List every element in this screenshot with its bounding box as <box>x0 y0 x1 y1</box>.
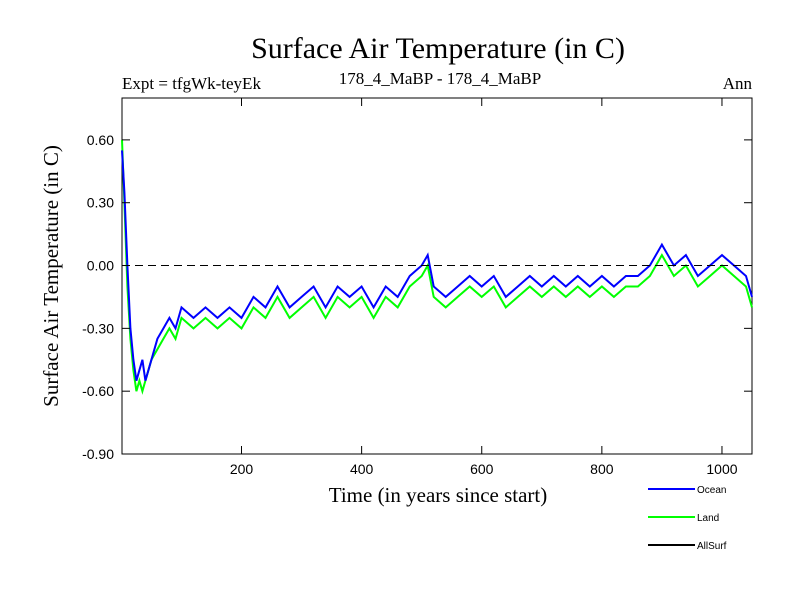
legend-label-allsurf: AllSurf <box>697 541 727 552</box>
y-tick-label: 0.30 <box>87 195 114 211</box>
x-axis-label: Time (in years since start) <box>329 483 548 507</box>
subtitle-center: 178_4_MaBP - 178_4_MaBP <box>339 69 541 88</box>
series-line-land <box>121 139 753 395</box>
subtitle-right: Ann <box>723 74 753 93</box>
y-axis-label: Surface Air Temperature (in C) <box>39 145 63 407</box>
y-tick-label: -0.60 <box>82 383 114 399</box>
y-tick-label: -0.90 <box>82 446 114 462</box>
plot-area <box>121 97 753 455</box>
x-tick-label: 600 <box>470 461 494 477</box>
y-tick-label: 0.00 <box>87 258 114 274</box>
y-tick-label: -0.30 <box>82 320 114 336</box>
legend-label-land: Land <box>697 513 719 524</box>
y-tick-label: 0.60 <box>87 132 114 148</box>
x-tick-label: 1000 <box>706 461 737 477</box>
ticks-layer: 200 400 600 800 1000 -0.90 -0.60 -0.30 0.00 0.30 0… <box>82 98 752 477</box>
legend-label-ocean: Ocean <box>697 485 726 496</box>
x-tick-label: 400 <box>350 461 374 477</box>
chart-title: Surface Air Temperature (in C) <box>251 32 625 65</box>
subtitle-left: Expt = tfgWk-teyEk <box>122 74 261 93</box>
x-tick-label: 200 <box>230 461 254 477</box>
x-tick-label: 800 <box>590 461 614 477</box>
series-line-ocean <box>121 150 753 381</box>
series-layer <box>121 139 753 395</box>
legend: Ocean Land AllSurf <box>648 485 727 552</box>
